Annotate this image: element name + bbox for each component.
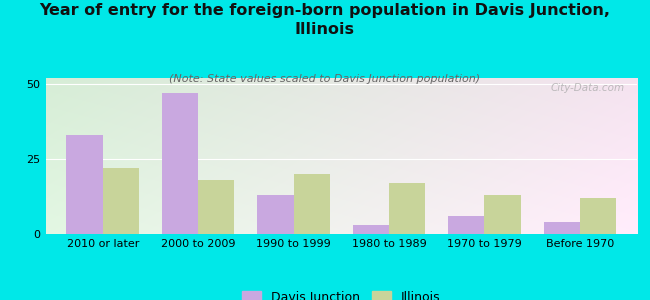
Bar [448,216,484,234]
Bar [294,174,330,234]
Legend: Davis Junction, Illinois: Davis Junction, Illinois [237,286,445,300]
Bar [198,180,235,234]
Text: Year of entry for the foreign-born population in Davis Junction,
Illinois: Year of entry for the foreign-born popul… [40,3,610,37]
Text: City-Data.com: City-Data.com [551,83,625,93]
Bar [162,93,198,234]
Bar [257,195,294,234]
Bar [389,183,425,234]
Text: (Note: State values scaled to Davis Junction population): (Note: State values scaled to Davis Junc… [170,74,480,83]
Bar [543,222,580,234]
Bar [353,225,389,234]
Bar [580,198,616,234]
Bar [484,195,521,234]
Bar [66,135,103,234]
Bar [103,168,139,234]
